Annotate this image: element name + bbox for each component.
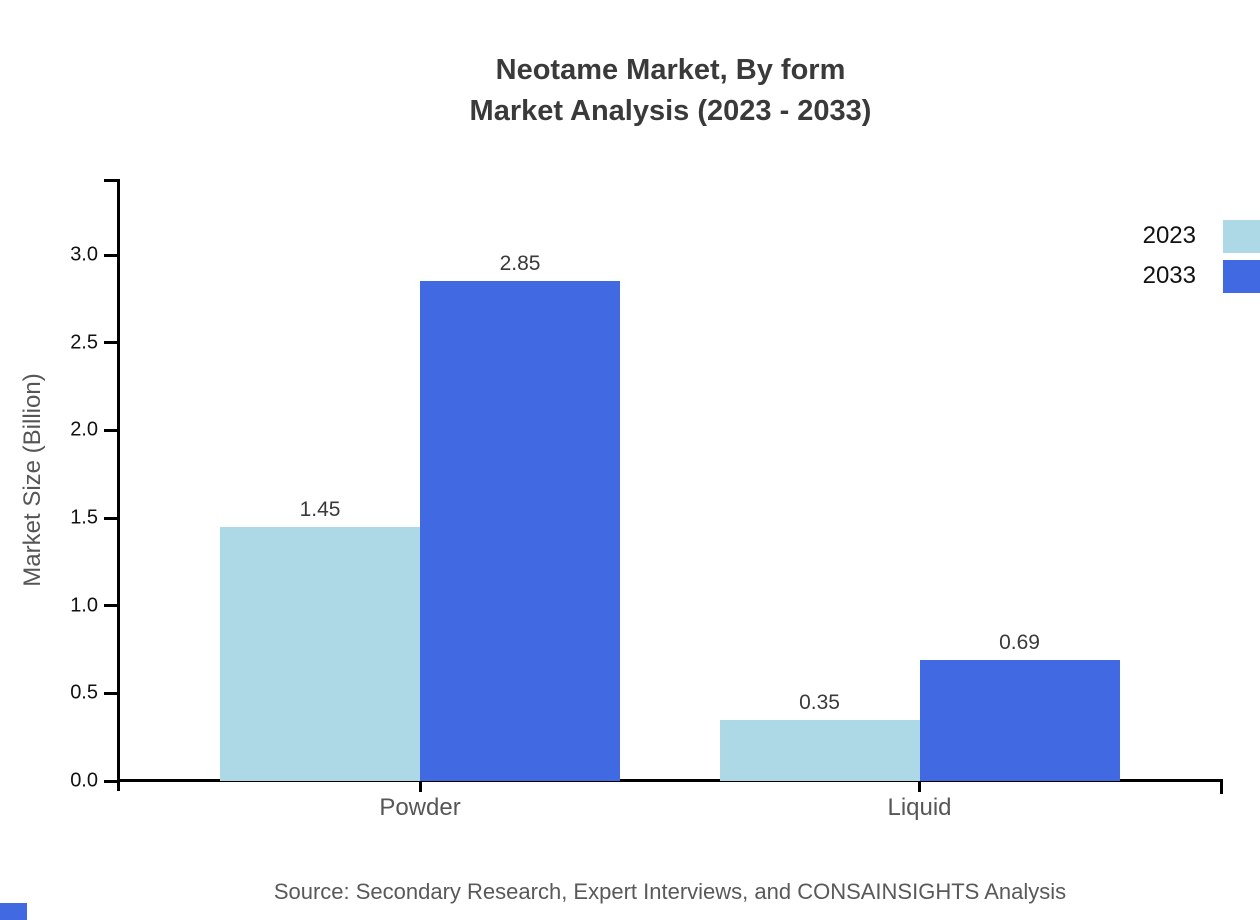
y-axis-line <box>117 179 120 791</box>
y-tick-label: 2.0 <box>70 418 98 441</box>
y-tick-mark <box>104 604 118 608</box>
legend-label-2033: 2033 <box>1142 262 1196 289</box>
y-tick-label: 2.5 <box>70 331 98 354</box>
bar-value-label: 1.45 <box>299 497 341 521</box>
category-label-powder: Powder <box>379 794 461 821</box>
bar-2023-powder <box>220 526 420 781</box>
bar-value-label: 0.35 <box>799 690 840 714</box>
y-axis-top-cap <box>104 179 118 182</box>
category-label-liquid: Liquid <box>887 794 952 821</box>
chart-title: Neotame Market, By form Market Analysis … <box>80 50 1260 132</box>
bar-value-label: 2.85 <box>499 252 541 276</box>
y-tick-mark <box>104 691 118 695</box>
chart-title-line2: Market Analysis (2023 - 2033) <box>469 95 872 127</box>
y-tick-mark <box>104 253 118 257</box>
legend-swatch-2023 <box>1223 220 1260 253</box>
bar-2023-liquid <box>719 719 920 781</box>
y-tick-mark <box>104 779 118 783</box>
bar-2033-powder <box>420 281 620 781</box>
y-tick-label: 1.5 <box>70 506 98 529</box>
legend-label-2023: 2023 <box>1142 222 1196 249</box>
bar-2033-liquid <box>919 660 1120 781</box>
y-tick-label: 0.0 <box>70 769 98 792</box>
x-axis-end-cap <box>1220 779 1223 794</box>
x-tick-mark <box>418 781 422 792</box>
y-tick-mark <box>104 428 118 432</box>
y-tick-mark <box>104 516 118 520</box>
y-tick-label: 3.0 <box>70 243 98 266</box>
x-tick-mark <box>918 781 921 792</box>
y-tick-label: 0.5 <box>70 681 98 704</box>
source-attribution: Source: Secondary Research, Expert Inter… <box>273 879 1067 904</box>
x-axis-line <box>117 779 1223 782</box>
chart-title-line1: Neotame Market, By form <box>495 54 846 86</box>
legend-swatch-2033 <box>1223 260 1260 293</box>
bar-value-label: 0.69 <box>999 631 1040 655</box>
corner-brand-mark <box>0 903 27 920</box>
y-tick-label: 1.0 <box>70 594 98 617</box>
y-tick-mark <box>104 341 118 345</box>
y-axis-title: Market Size (Billion) <box>19 373 46 587</box>
